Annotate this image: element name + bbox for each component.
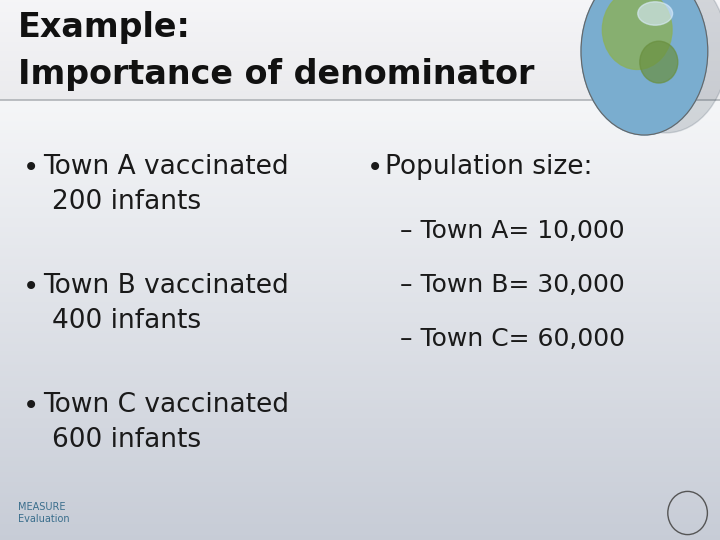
Text: – Town B= 30,000: – Town B= 30,000 — [400, 273, 624, 296]
Text: – Town A= 10,000: – Town A= 10,000 — [400, 219, 624, 242]
Text: 600 infants: 600 infants — [52, 427, 201, 453]
Text: 200 infants: 200 infants — [52, 189, 201, 215]
Text: Example:: Example: — [18, 11, 191, 44]
Text: 400 infants: 400 infants — [52, 308, 201, 334]
Ellipse shape — [603, 0, 672, 70]
Ellipse shape — [638, 2, 672, 25]
Ellipse shape — [581, 0, 708, 135]
Text: Town C vaccinated: Town C vaccinated — [43, 392, 289, 417]
Text: Town B vaccinated: Town B vaccinated — [43, 273, 289, 299]
Text: MEASURE
Evaluation: MEASURE Evaluation — [18, 502, 70, 524]
Text: •: • — [367, 154, 384, 182]
Text: Importance of denominator: Importance of denominator — [18, 58, 534, 91]
Ellipse shape — [604, 0, 720, 133]
Text: •: • — [23, 392, 40, 420]
Text: – Town C= 60,000: – Town C= 60,000 — [400, 327, 625, 350]
Ellipse shape — [640, 41, 678, 83]
Text: Population size:: Population size: — [385, 154, 593, 180]
Text: •: • — [23, 154, 40, 182]
Text: Town A vaccinated: Town A vaccinated — [43, 154, 289, 180]
Text: •: • — [23, 273, 40, 301]
